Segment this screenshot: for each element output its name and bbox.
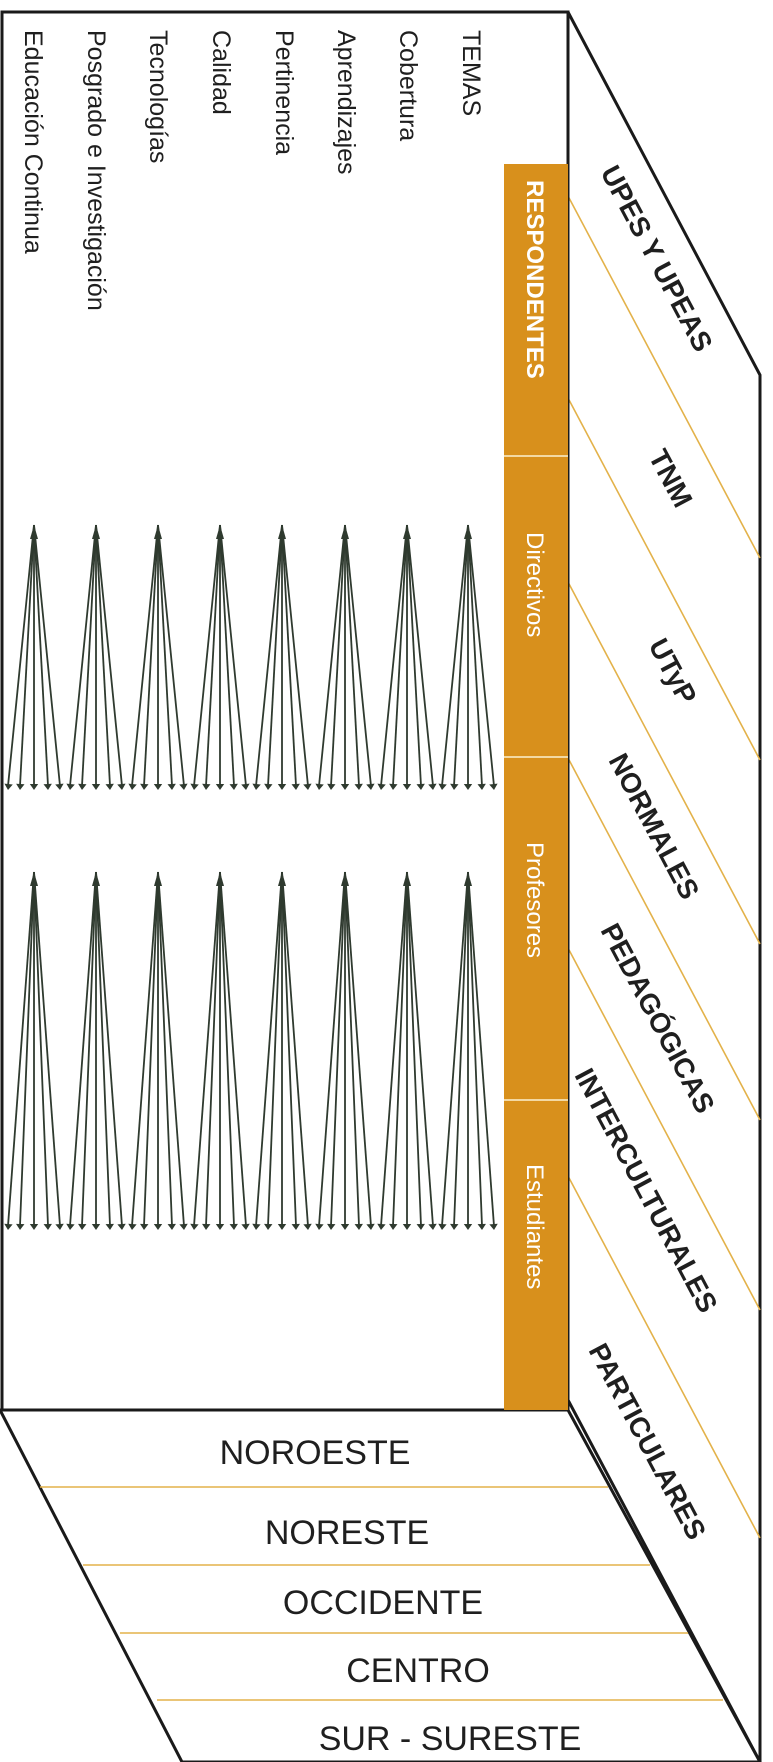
topic-label-posgrado: Posgrado e Investigación — [82, 30, 110, 311]
arrow-fan-1-2 — [377, 524, 437, 790]
topic-labels: TEMAS Cobertura Aprendizajes Pertinencia… — [19, 30, 485, 311]
topic-label-cobertura: Cobertura — [394, 30, 422, 141]
topic-label-pertinencia: Pertinencia — [270, 30, 298, 155]
institution-divider-6 — [567, 1175, 761, 1539]
topic-label-aprendizajes: Aprendizajes — [332, 30, 360, 175]
topic-label-tecnologias: Tecnologías — [144, 30, 172, 163]
arrow-fan-1-7 — [66, 524, 126, 790]
arrow-fan-2-7 — [66, 871, 126, 1230]
region-noreste: NORESTE — [265, 1514, 429, 1552]
arrow-fan-1-4 — [252, 524, 312, 790]
respondent-dividers — [504, 455, 568, 1101]
arrow-fan-1-1 — [438, 524, 498, 790]
topic-label-educacion-continua: Educación Continua — [19, 30, 47, 254]
region-centro: CENTRO — [346, 1652, 490, 1690]
institution-divider-5 — [567, 947, 761, 1311]
arrow-fan-1-5 — [190, 524, 250, 790]
region-sur-sureste: SUR - SURESTE — [319, 1720, 582, 1758]
arrow-fan-2-6 — [128, 871, 188, 1230]
arrow-fan-2-2 — [377, 871, 437, 1230]
respondent-profesores: Profesores — [521, 842, 548, 958]
institution-divider-4 — [567, 757, 761, 1121]
arrow-fan-2-5 — [190, 871, 250, 1230]
arrow-fan-2-8 — [4, 871, 64, 1230]
institution-dividers — [567, 195, 761, 1539]
arrow-fans — [4, 524, 498, 1230]
arrow-fan-2-1 — [438, 871, 498, 1230]
institution-divider-3 — [567, 581, 761, 945]
arrow-fan-2-3 — [315, 871, 375, 1230]
respondent-estudiantes: Estudiantes — [521, 1164, 548, 1289]
respondents-bar — [504, 164, 568, 1410]
region-occidente: OCCIDENTE — [283, 1584, 483, 1622]
respondents-header: RESPONDENTES — [521, 180, 548, 379]
institution-divider-2 — [567, 397, 761, 761]
topic-label-calidad: Calidad — [207, 30, 235, 115]
region-dividers — [40, 1486, 723, 1701]
temas-label: TEMAS — [457, 30, 485, 116]
respondent-labels: RESPONDENTES Directivos Profesores Estud… — [521, 180, 548, 1289]
region-noroeste: NOROESTE — [220, 1434, 411, 1472]
region-labels: NOROESTE NORESTE OCCIDENTE CENTRO SUR - … — [220, 1434, 582, 1758]
arrow-fan-1-6 — [128, 524, 188, 790]
respondent-directivos: Directivos — [521, 532, 548, 637]
arrow-fan-1-8 — [4, 524, 64, 790]
institution-divider-1 — [567, 195, 761, 559]
arrow-fan-2-4 — [252, 871, 312, 1230]
arrow-fan-1-3 — [315, 524, 375, 790]
